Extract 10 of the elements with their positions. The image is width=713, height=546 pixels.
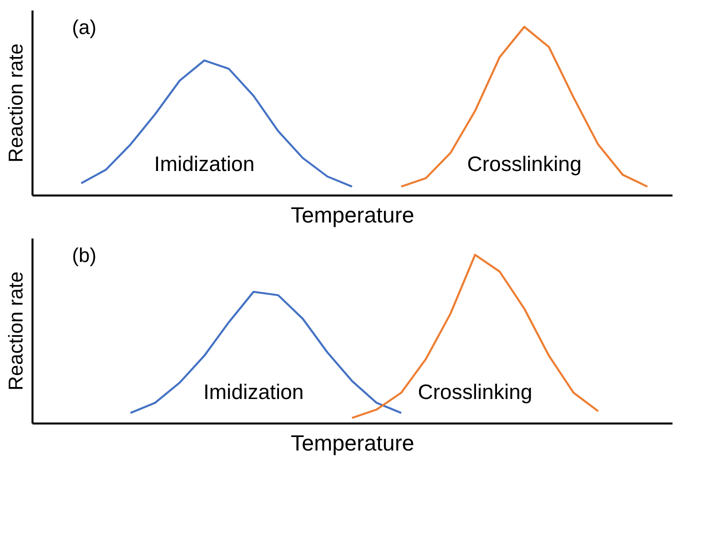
chart-title: (b): [72, 245, 96, 267]
series-label: Imidization: [154, 153, 255, 176]
series-label: Imidization: [203, 381, 304, 404]
x-axis-title: Temperature: [290, 202, 414, 228]
y-axis-title: Reaction rate: [6, 272, 28, 390]
series-label: Crosslinking: [467, 153, 582, 176]
y-axis-title: Reaction rate: [6, 44, 28, 162]
chart-title: (a): [72, 17, 96, 39]
x-axis-title: Temperature: [290, 430, 414, 456]
series-label: Crosslinking: [418, 381, 532, 404]
